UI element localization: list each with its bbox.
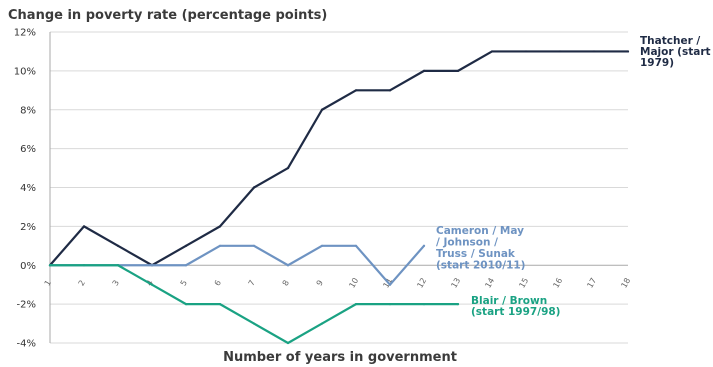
y-tick-label: 2% (20, 222, 36, 233)
data-point-blair-brown (320, 322, 324, 325)
y-tick-label: 12% (14, 28, 36, 39)
data-point-blair-brown (184, 303, 188, 306)
x-tick-label: 13 (449, 276, 462, 289)
data-point-blair-brown (354, 303, 358, 306)
data-point-thatcher-major (82, 225, 86, 228)
x-tick-label: 15 (517, 276, 530, 289)
series-label-line: (start 2010/11) (436, 260, 525, 272)
series-label-line: 1979) (640, 57, 674, 69)
series-line-thatcher-major (48, 50, 630, 267)
y-tick-label: 0% (20, 261, 36, 272)
data-point-blair-brown (82, 264, 86, 267)
x-tick-label: 2 (77, 279, 87, 288)
y-tick-label: -2% (17, 300, 36, 311)
x-axis-title: Number of years in government (223, 350, 457, 365)
series-label-blair-brown: Blair / Brown (start 1997/98) (471, 295, 560, 318)
data-point-blair-brown (150, 283, 154, 286)
series-layer (48, 50, 630, 345)
data-point-blair-brown (218, 303, 222, 306)
x-tick-label: 18 (619, 276, 632, 289)
data-point-cameron-may-johnson-truss-sunak (286, 264, 290, 267)
data-point-cameron-may-johnson-truss-sunak (150, 264, 154, 267)
data-point-blair-brown (422, 303, 426, 306)
data-point-cameron-may-johnson-truss-sunak (184, 264, 188, 267)
x-tick-label: 5 (179, 279, 189, 288)
data-point-cameron-may-johnson-truss-sunak (252, 244, 256, 247)
data-point-thatcher-major (354, 89, 358, 92)
data-point-thatcher-major (218, 225, 222, 228)
axis-layer: -4%-2%0%2%4%6%8%10%12%1 2 3 4 5 6 7 8 9 10 11 12 13 1… (14, 28, 633, 350)
y-tick-label: -4% (17, 339, 36, 350)
data-point-blair-brown (286, 341, 290, 345)
data-point-blair-brown (252, 322, 256, 325)
series-label-line: Truss / Sunak (436, 248, 516, 260)
series-label-layer: Thatcher / Major (start 1979) Cameron / May… (436, 35, 711, 318)
x-tick-label: 6 (213, 279, 223, 288)
x-tick-label: 12 (415, 276, 428, 289)
data-point-cameron-may-johnson-truss-sunak (388, 283, 392, 286)
data-point-thatcher-major (320, 108, 324, 111)
x-tick-label: 3 (111, 279, 121, 288)
data-point-thatcher-major (286, 166, 290, 170)
grid-layer (50, 31, 628, 344)
series-label-line: / Johnson / (436, 237, 498, 249)
data-point-thatcher-major (422, 69, 426, 72)
series-label-line: Thatcher / (640, 35, 700, 47)
chart-title: Change in poverty rate (percentage point… (8, 8, 327, 23)
data-point-blair-brown (388, 303, 392, 306)
series-label-thatcher-major: Thatcher / Major (start 1979) (640, 35, 711, 69)
y-tick-label: 8% (20, 105, 36, 116)
data-point-thatcher-major (388, 89, 392, 92)
x-tick-label: 9 (315, 279, 325, 288)
series-label-line: Cameron / May (436, 225, 524, 237)
data-point-blair-brown (116, 264, 120, 267)
data-point-cameron-may-johnson-truss-sunak (422, 244, 426, 247)
data-point-cameron-may-johnson-truss-sunak (218, 244, 222, 247)
data-point-blair-brown (456, 303, 460, 306)
data-point-thatcher-major (184, 244, 188, 247)
data-point-thatcher-major (626, 50, 630, 53)
data-point-thatcher-major (558, 50, 562, 53)
data-point-cameron-may-johnson-truss-sunak (320, 244, 324, 247)
x-tick-label: 17 (585, 276, 598, 289)
series-label-line: (start 1997/98) (471, 306, 560, 318)
data-point-thatcher-major (116, 244, 120, 247)
y-tick-label: 10% (14, 66, 36, 77)
y-tick-label: 6% (20, 144, 36, 155)
y-tick-label: 4% (20, 183, 36, 194)
data-point-thatcher-major (524, 50, 528, 53)
series-label-line: Blair / Brown (471, 295, 547, 307)
x-tick-label: 1 (43, 279, 53, 288)
x-tick-label: 16 (551, 276, 564, 289)
data-point-thatcher-major (592, 50, 596, 53)
x-tick-label: 14 (483, 276, 496, 289)
x-tick-label: 8 (281, 279, 291, 288)
data-point-blair-brown (48, 264, 52, 267)
x-tick-label: 10 (347, 276, 360, 289)
series-label-line: Major (start (640, 46, 711, 58)
series-label-cameron-may-johnson-truss-sunak: Cameron / May / Johnson / Truss / Sunak (st… (436, 225, 525, 272)
data-point-thatcher-major (490, 50, 494, 53)
x-tick-label: 7 (247, 279, 257, 288)
data-point-thatcher-major (252, 186, 256, 189)
data-point-cameron-may-johnson-truss-sunak (354, 244, 358, 247)
data-point-thatcher-major (456, 69, 460, 72)
